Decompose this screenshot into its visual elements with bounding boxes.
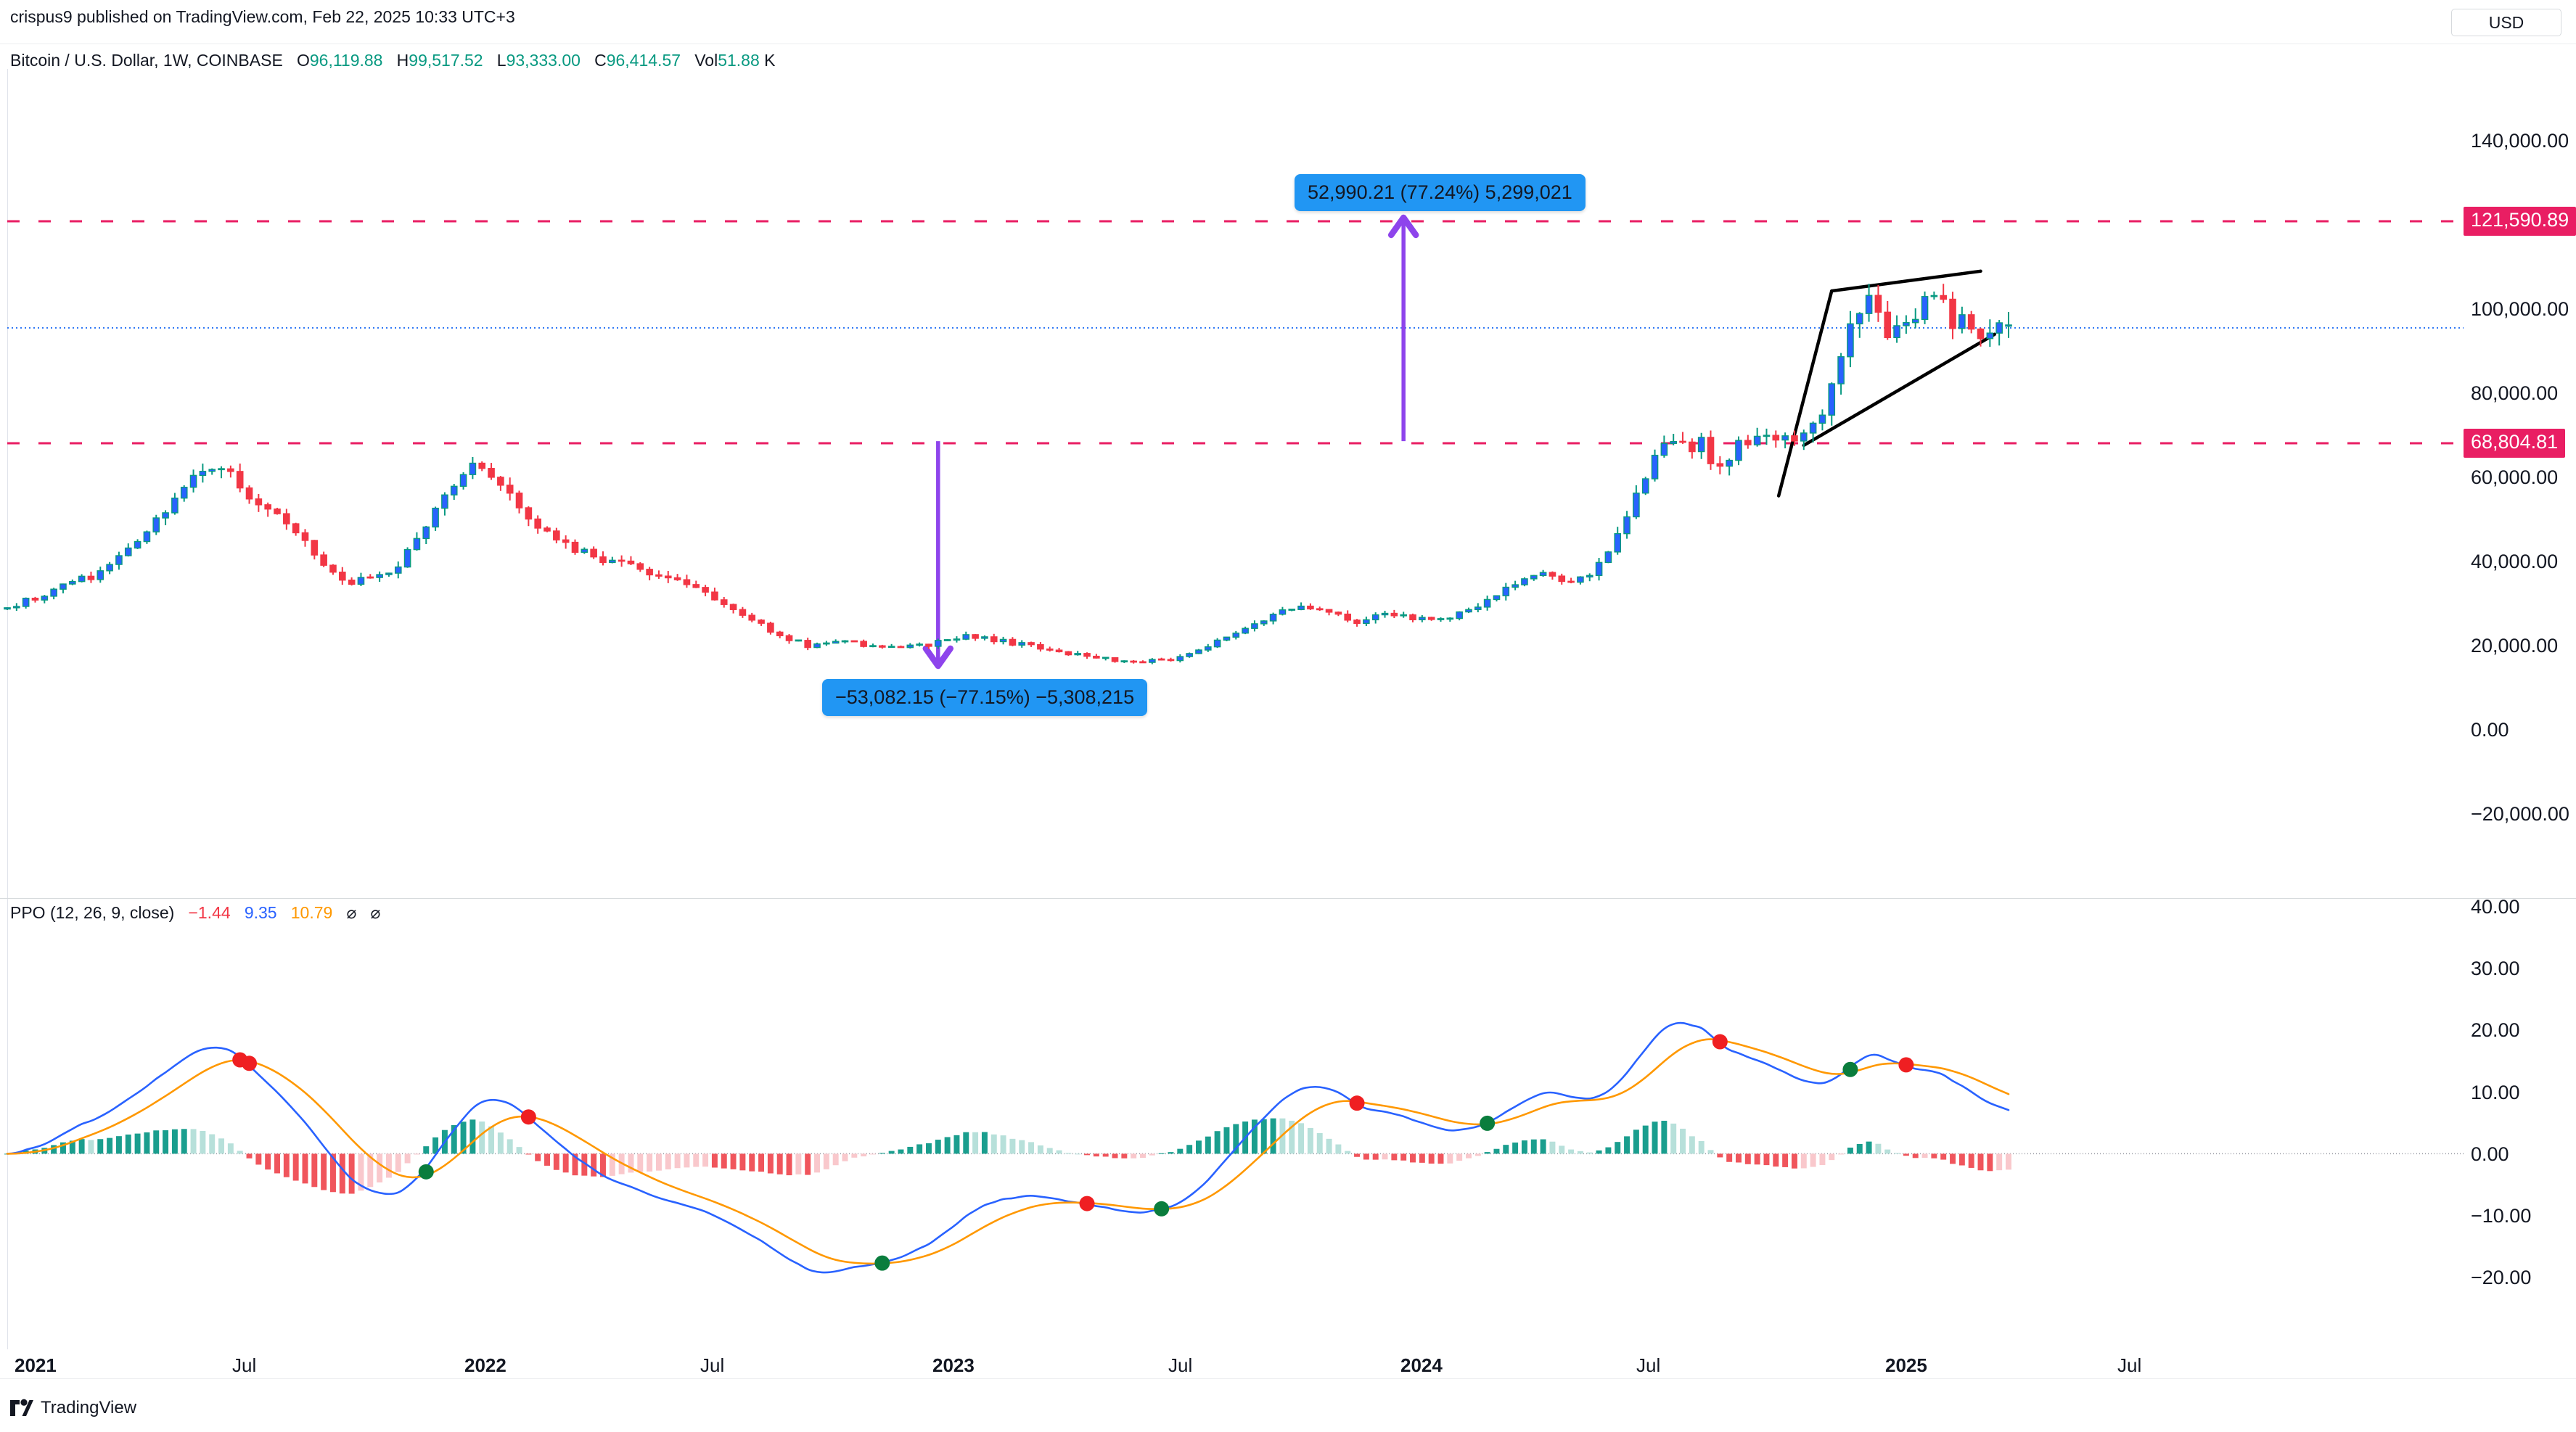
svg-text:121,590.89: 121,590.89 <box>2471 209 2569 231</box>
svg-text:10.00: 10.00 <box>2471 1082 2520 1103</box>
svg-text:20.00: 20.00 <box>2471 1019 2520 1041</box>
svg-text:−20,000.00: −20,000.00 <box>2471 803 2569 825</box>
svg-text:40.00: 40.00 <box>2471 898 2520 918</box>
svg-text:60,000.00: 60,000.00 <box>2471 466 2558 488</box>
svg-text:68,804.81: 68,804.81 <box>2471 431 2558 453</box>
svg-text:−10.00: −10.00 <box>2471 1205 2531 1227</box>
svg-text:30.00: 30.00 <box>2471 958 2520 979</box>
svg-text:−20.00: −20.00 <box>2471 1267 2531 1288</box>
svg-text:20,000.00: 20,000.00 <box>2471 635 2558 657</box>
svg-text:40,000.00: 40,000.00 <box>2471 551 2558 572</box>
svg-text:0.00: 0.00 <box>2471 719 2509 741</box>
svg-text:100,000.00: 100,000.00 <box>2471 298 2569 320</box>
svg-text:80,000.00: 80,000.00 <box>2471 382 2558 404</box>
svg-text:140,000.00: 140,000.00 <box>2471 130 2569 152</box>
svg-text:0.00: 0.00 <box>2471 1143 2509 1165</box>
